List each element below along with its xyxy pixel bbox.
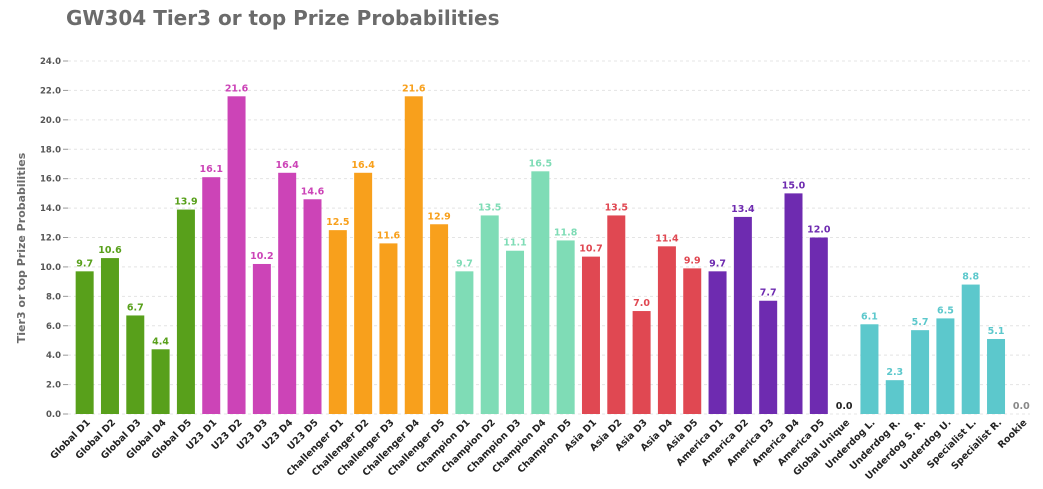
bar: [278, 172, 297, 414]
bar: [455, 271, 474, 414]
data-label: 16.4: [275, 160, 299, 171]
bar: [303, 199, 322, 414]
y-tick-label: 0.0: [46, 410, 61, 420]
bar: [961, 284, 980, 414]
bar: [430, 224, 449, 414]
bar: [176, 209, 195, 414]
bar: [581, 256, 600, 414]
y-tick-label: 24.0: [40, 57, 61, 67]
data-label: 13.4: [731, 204, 755, 215]
data-label: 12.0: [807, 225, 831, 236]
data-label: 21.6: [225, 83, 249, 94]
data-label: 0.0: [1013, 401, 1030, 412]
data-label: 11.4: [655, 233, 679, 244]
data-label: 16.1: [200, 164, 223, 175]
data-label: 8.8: [962, 272, 979, 283]
bar: [911, 330, 930, 414]
data-label: 10.2: [250, 251, 273, 262]
bar: [227, 96, 246, 415]
y-tick-label: 16.0: [40, 175, 61, 185]
data-label: 6.5: [937, 305, 954, 316]
y-tick-label: 20.0: [40, 116, 61, 126]
data-label: 6.1: [861, 311, 878, 322]
bar: [556, 240, 575, 414]
data-label: 16.5: [529, 158, 552, 169]
y-tick-label: 4.0: [46, 351, 61, 361]
data-label: 21.6: [402, 83, 426, 94]
y-tick-label: 8.0: [46, 292, 61, 302]
data-label: 0.0: [836, 401, 853, 412]
y-tick-label: 22.0: [40, 86, 61, 96]
bar: [480, 215, 499, 414]
data-label: 14.6: [301, 186, 325, 197]
bar: [328, 230, 347, 414]
data-label: 2.3: [886, 367, 903, 378]
data-label: 9.7: [76, 258, 93, 269]
bar: [404, 96, 423, 415]
bar: [784, 193, 803, 414]
data-label: 11.6: [377, 230, 401, 241]
data-label: 13.5: [605, 202, 628, 213]
bar: [126, 315, 145, 414]
data-label: 5.1: [988, 326, 1005, 337]
bar: [657, 246, 676, 414]
bar: [202, 177, 221, 414]
data-label: 13.9: [174, 197, 197, 208]
bar: [885, 380, 904, 414]
bar: [379, 243, 398, 414]
y-axis-title: Tier3 or top Prize Probabilities: [15, 152, 28, 343]
bar: [759, 300, 778, 414]
data-label: 12.5: [326, 217, 349, 228]
bar: [75, 271, 94, 414]
bar: [936, 318, 955, 414]
y-tick-label: 2.0: [46, 381, 61, 391]
bar: [607, 215, 626, 414]
value-labels: 9.7 10.6 6.7 4.4 13.9 16.1 21.6 10.2 16.4 14.6 12.…: [76, 83, 1030, 412]
chart-title: GW304 Tier3 or top Prize Probabilities: [66, 6, 500, 30]
bars: [75, 96, 1006, 415]
y-tick-label: 14.0: [40, 204, 61, 214]
data-label: 4.4: [152, 336, 169, 347]
data-label: 10.6: [98, 245, 122, 256]
y-axis: 0.0 2.0 4.0 6.0 8.0 10.0 12.0 14.0 16.0 18.0 20.0 2…: [40, 57, 68, 420]
data-label: 6.7: [127, 302, 144, 313]
data-label: 11.8: [554, 227, 578, 238]
data-label: 12.9: [427, 211, 450, 222]
data-label: 9.9: [684, 255, 701, 266]
bar: [151, 349, 170, 414]
y-tick-label: 12.0: [40, 234, 61, 244]
data-label: 13.5: [478, 202, 501, 213]
data-label: 7.7: [760, 288, 777, 299]
bar: [987, 338, 1006, 414]
bar: [708, 271, 727, 414]
data-label: 11.1: [503, 238, 526, 249]
y-tick-label: 10.0: [40, 263, 61, 273]
bar: [632, 311, 651, 414]
data-label: 15.0: [782, 180, 806, 191]
data-label: 9.7: [456, 258, 473, 269]
bar: [100, 258, 119, 414]
bar: [531, 171, 550, 414]
data-label: 9.7: [709, 258, 726, 269]
y-tick-label: 6.0: [46, 322, 61, 332]
bar: [354, 172, 373, 414]
bar: [733, 216, 752, 414]
data-label: 10.7: [579, 244, 602, 255]
bar: [809, 237, 828, 414]
bar: [683, 268, 702, 414]
data-label: 7.0: [633, 298, 650, 309]
y-tick-label: 18.0: [40, 145, 61, 155]
bar: [506, 250, 525, 414]
data-label: 5.7: [912, 317, 929, 328]
data-label: 16.4: [351, 160, 375, 171]
bar: [860, 324, 879, 414]
bar: [252, 263, 271, 414]
